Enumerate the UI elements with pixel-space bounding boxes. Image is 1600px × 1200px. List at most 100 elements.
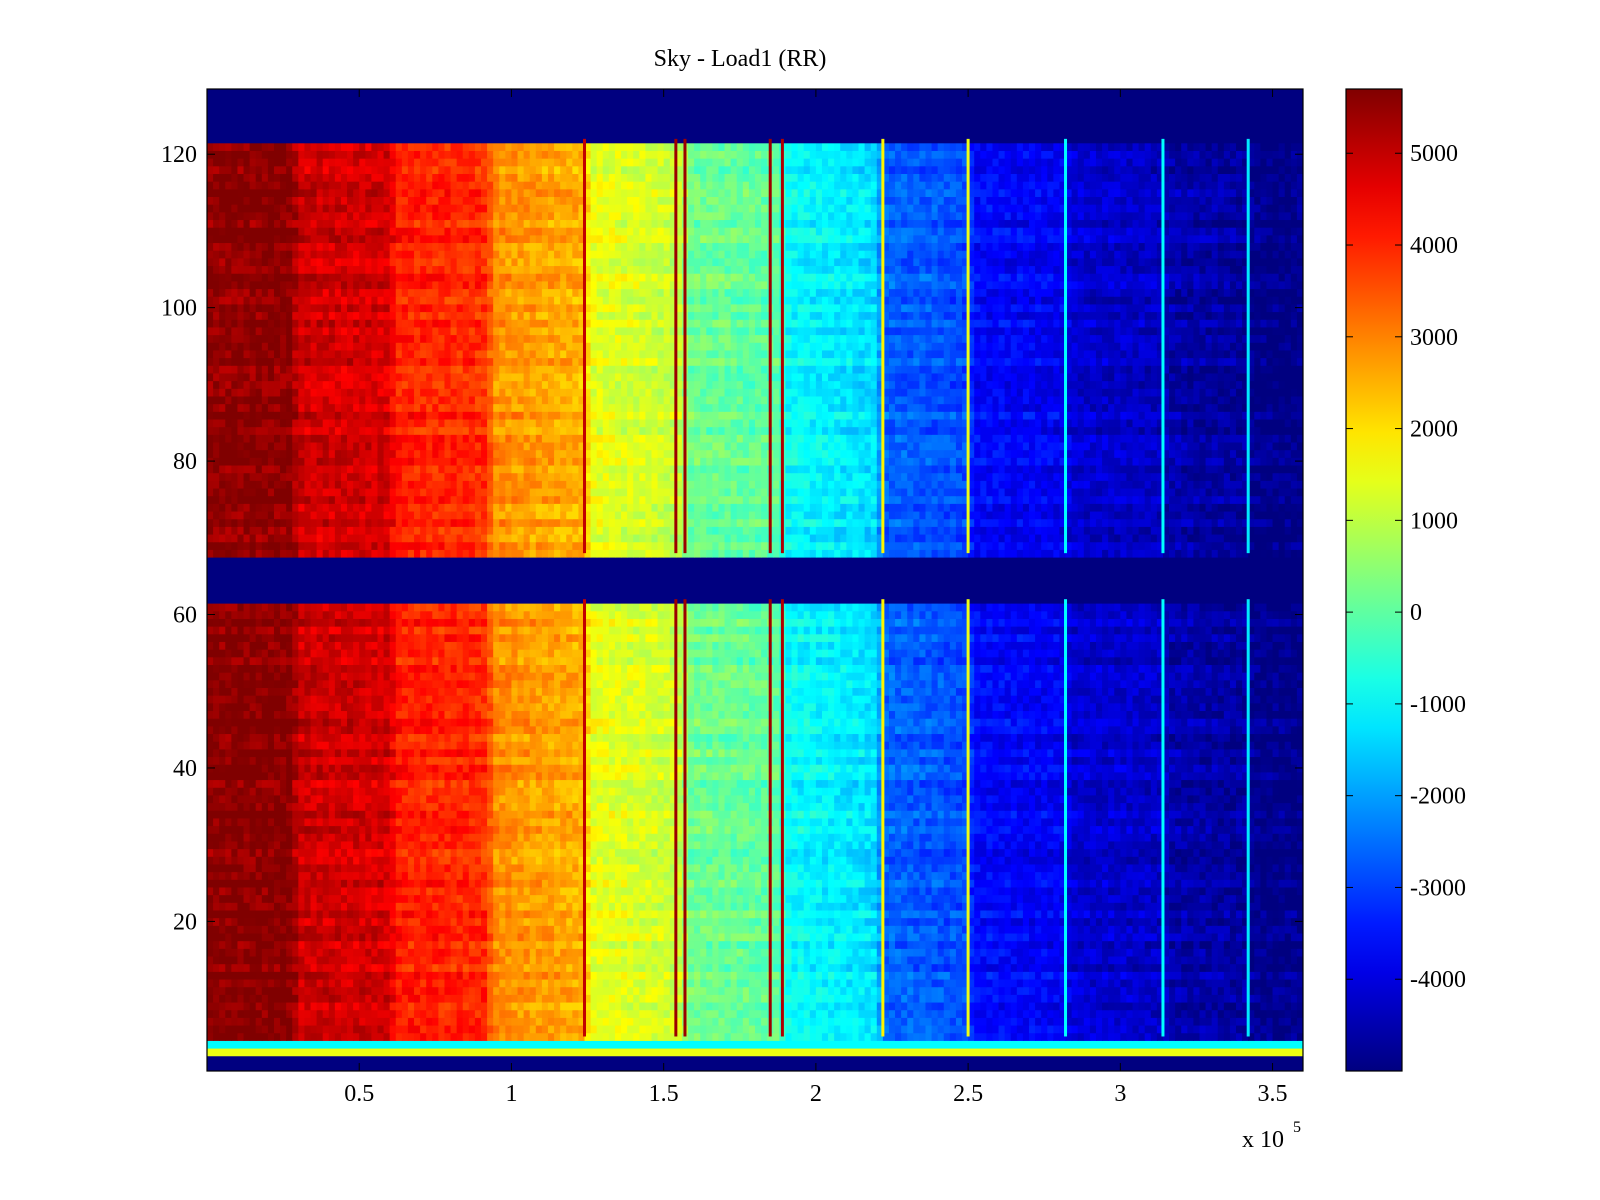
heatmap-cell (481, 1032, 488, 1041)
heatmap-cell (353, 948, 360, 957)
heatmap-cell (1272, 894, 1280, 903)
heatmap-cell (980, 840, 987, 850)
heatmap-cell (1077, 856, 1085, 865)
heatmap-cell (1144, 955, 1152, 965)
heatmap-cell (554, 1017, 561, 1026)
heatmap-cell (462, 955, 470, 965)
heatmap-cell (1095, 879, 1103, 888)
heatmap-cell (1266, 871, 1274, 880)
heatmap-cell (779, 1032, 787, 1041)
heatmap-cell (1108, 909, 1115, 919)
heatmap-cell (359, 902, 366, 911)
heatmap-cell (968, 925, 975, 934)
heatmap-cell (529, 963, 537, 972)
heatmap-cell (389, 971, 397, 980)
heatmap-cell (316, 894, 324, 903)
heatmap-cell (1181, 917, 1188, 926)
heatmap-cell (340, 856, 348, 865)
heatmap-cell (651, 994, 659, 1003)
heatmap-cell (797, 833, 805, 842)
heatmap-cell (901, 894, 908, 903)
heatmap-cell (243, 1017, 251, 1026)
heatmap-cell (1138, 894, 1146, 903)
heatmap-cell (998, 833, 1006, 842)
heatmap-cell (821, 948, 829, 957)
heatmap-cell (955, 963, 963, 972)
heatmap-cell (1041, 917, 1048, 926)
heatmap-cell (213, 879, 220, 888)
heatmap-cell (243, 986, 251, 995)
heatmap-cell (383, 856, 391, 865)
heatmap-cell (882, 902, 890, 911)
heatmap-cell (1229, 948, 1237, 957)
heatmap-cell (742, 978, 750, 988)
heatmap-cell (1083, 840, 1091, 850)
heatmap-cell (1053, 994, 1061, 1003)
heatmap-cell (590, 833, 598, 842)
heatmap-cell (1041, 848, 1048, 857)
heatmap-cell (663, 1017, 671, 1026)
heatmap-cell (864, 1009, 872, 1018)
heatmap-cell (316, 1032, 324, 1041)
heatmap-cell (815, 886, 823, 896)
heatmap-cell (712, 978, 720, 988)
heatmap-cell (907, 902, 914, 911)
heatmap-cell (870, 986, 878, 995)
heatmap-cell (858, 848, 866, 857)
heatmap-cell (919, 825, 927, 834)
heatmap-cell (280, 994, 287, 1003)
heatmap-cell (992, 925, 1000, 934)
heatmap-cell (1089, 955, 1097, 965)
heatmap-cell (560, 856, 567, 865)
heatmap-cell (213, 856, 220, 865)
heatmap-cell (840, 871, 847, 880)
heatmap-cell (1029, 856, 1036, 865)
heatmap-cell (718, 848, 726, 857)
heatmap-cell (858, 925, 866, 934)
heatmap-cell (523, 902, 531, 911)
heatmap-cell (474, 1024, 482, 1034)
heatmap-cell (407, 971, 415, 980)
heatmap-cell (1296, 1032, 1303, 1041)
heatmap-cell (761, 1032, 768, 1041)
heatmap-cell (1223, 1009, 1231, 1018)
heatmap-cell (481, 863, 488, 873)
heatmap-cell (1290, 894, 1298, 903)
heatmap-cell (1010, 1001, 1018, 1011)
heatmap-cell (700, 1001, 707, 1011)
heatmap-cell (651, 986, 659, 995)
heatmap-cell (1290, 1032, 1298, 1041)
heatmap-cell (742, 917, 750, 926)
heatmap-cell (998, 848, 1006, 857)
heatmap-cell (572, 963, 580, 972)
heatmap-cell (243, 886, 251, 896)
heatmap-cell (1169, 886, 1176, 896)
heatmap-cell (255, 971, 263, 980)
heatmap-cell (1175, 1024, 1182, 1034)
heatmap-cell (493, 963, 500, 972)
heatmap-cell (438, 963, 446, 972)
heatmap-cell (1229, 886, 1237, 896)
heatmap-cell (1272, 963, 1280, 972)
heatmap-cell (1211, 1001, 1219, 1011)
heatmap-cell (1053, 986, 1061, 995)
heatmap-cell (1199, 902, 1207, 911)
heatmap-cell (207, 978, 214, 988)
heatmap-cell (1065, 932, 1073, 942)
heatmap-cell (1205, 863, 1213, 873)
heatmap-cell (316, 948, 324, 957)
heatmap-cell (803, 1024, 811, 1034)
heatmap-cell (359, 978, 366, 988)
heatmap-cell (639, 1017, 646, 1026)
heatmap-cell (621, 886, 628, 896)
heatmap-cell (974, 994, 981, 1003)
heatmap-cell (474, 825, 482, 834)
heatmap-cell (706, 963, 713, 972)
heatmap-cell (1248, 1001, 1255, 1011)
heatmap-cell (888, 994, 896, 1003)
heatmap-cell (791, 917, 799, 926)
heatmap-cell (1120, 963, 1128, 972)
heatmap-cell (700, 925, 707, 934)
heatmap-cell (736, 986, 744, 995)
heatmap-cell (1193, 978, 1201, 988)
